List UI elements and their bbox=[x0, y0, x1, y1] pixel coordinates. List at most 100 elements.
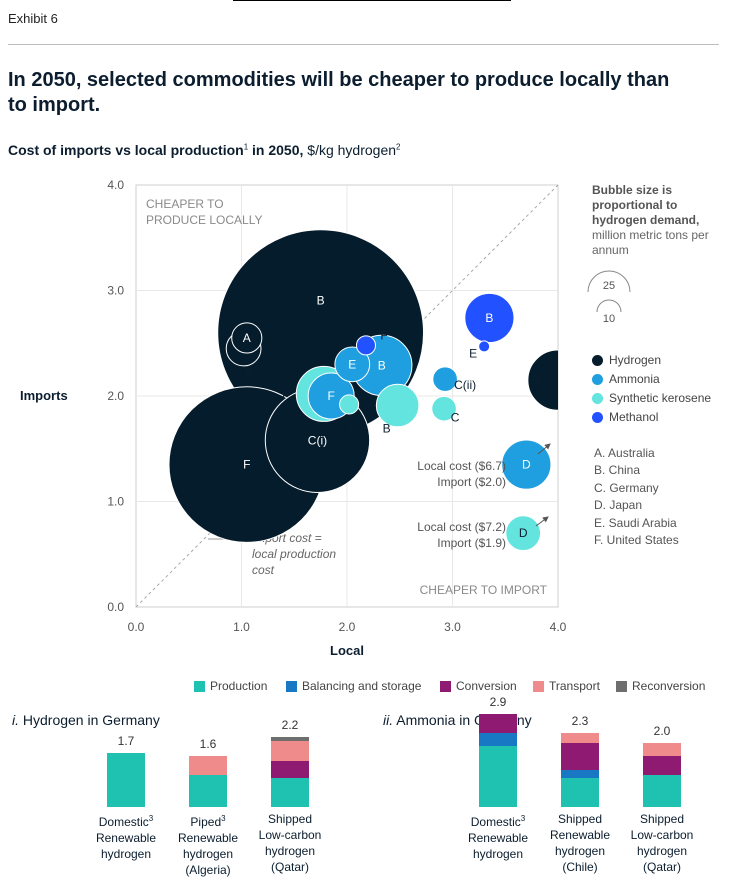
hydrogen-germany-bar-caption: Piped3 Renewable hydrogen (Algeria) bbox=[177, 814, 239, 877]
hydrogen-germany-bar-caption: Domestic3 Renewable hydrogen bbox=[95, 814, 157, 861]
ammonia-germany-bar-1-balancing-and-storage bbox=[561, 769, 599, 779]
ammonia-germany-bar-0-production bbox=[479, 745, 517, 807]
hydrogen-germany-bar-total: 1.7 bbox=[117, 733, 135, 748]
legend-label-ammonia: Ammonia bbox=[609, 372, 660, 386]
ammonia-germany-bar-0-conversion bbox=[479, 713, 517, 734]
legend-swatch-ammonia bbox=[592, 374, 603, 385]
x-tick-label: 1.0 bbox=[233, 620, 250, 634]
ammonia-germany-bar-total: 2.0 bbox=[653, 724, 671, 738]
point-label: B bbox=[383, 421, 391, 435]
y-tick-label: 4.0 bbox=[107, 178, 124, 192]
point-label: C bbox=[451, 411, 460, 425]
bubble-size-note: Bubble size is proportional to hydrogen … bbox=[592, 183, 732, 258]
y-tick-label: 1.0 bbox=[107, 495, 124, 509]
region-label-local: PRODUCE LOCALLY bbox=[146, 213, 262, 227]
point-label: E bbox=[469, 346, 477, 360]
subtitle-year: in 2050, bbox=[248, 142, 304, 158]
top-bar-line bbox=[233, 0, 511, 1]
hydrogen-germany-bar-total: 1.6 bbox=[199, 736, 217, 751]
legend-label-hydrogen: Hydrogen bbox=[609, 353, 662, 367]
hydrogen-germany-bar-caption: Shipped Low-carbon hydrogen (Qatar) bbox=[258, 812, 322, 874]
point-label: E bbox=[348, 357, 356, 371]
x-tick-label: 4.0 bbox=[550, 620, 567, 634]
region-label-import: CHEAPER TO IMPORT bbox=[420, 583, 548, 597]
cost-legend-label-reconversion: Reconversion bbox=[632, 679, 706, 693]
annotation-arrow bbox=[535, 516, 549, 527]
cost-legend-swatch-balancing-and-storage bbox=[286, 681, 297, 692]
legend-swatch-synthetic-kerosene bbox=[592, 393, 603, 404]
annotation-local-cost-ammonia: Local cost ($6.7) bbox=[417, 459, 506, 473]
ammonia-germany-bar-0-balancing-and-storage bbox=[479, 732, 517, 747]
point-label: E bbox=[246, 366, 254, 380]
size-ref-10-label: 10 bbox=[603, 313, 615, 325]
hydrogen-germany-bar-total: 2.2 bbox=[281, 717, 299, 732]
ammonia-germany-bar-caption: Domestic3 Renewable hydrogen bbox=[467, 814, 529, 861]
point-label: B bbox=[485, 311, 493, 325]
hydrogen-germany-bar-2-conversion bbox=[271, 759, 309, 779]
y-tick-label: 3.0 bbox=[107, 284, 124, 298]
annotation-import-cost-ammonia: Import ($2.0) bbox=[437, 475, 506, 489]
size-ref-25-label: 25 bbox=[603, 280, 615, 292]
hydrogen-title-text: Hydrogen in Germany bbox=[19, 712, 160, 728]
size-ref-10 bbox=[596, 299, 622, 313]
exhibit-label: Exhibit 6 bbox=[8, 11, 58, 26]
size-ref-25 bbox=[587, 270, 631, 293]
country-key-item: A. Australia bbox=[594, 446, 655, 460]
bubble-methanol-b bbox=[464, 292, 515, 344]
point-label: F bbox=[380, 328, 387, 342]
page-title: In 2050, selected commodities will be ch… bbox=[8, 69, 670, 116]
point-label: F bbox=[243, 458, 250, 472]
legend-swatch-hydrogen bbox=[592, 355, 603, 366]
bubble-synthetic-kerosene-c bbox=[431, 395, 457, 422]
annotation-arrow bbox=[537, 443, 551, 455]
legend-label-synthetic-kerosene: Synthetic kerosene bbox=[609, 391, 712, 405]
bubble-methanol-e bbox=[478, 340, 491, 353]
bubble-synthetic-kerosene-a bbox=[339, 394, 360, 415]
header-rule bbox=[8, 44, 719, 45]
diagonal-label: local production bbox=[252, 547, 336, 561]
bubble-synthetic-kerosene-d bbox=[505, 515, 542, 552]
ammonia-germany-bar-2-transport bbox=[643, 742, 681, 756]
ammonia-germany-bar-total: 2.9 bbox=[489, 695, 507, 710]
cost-legend-label-transport: Transport bbox=[549, 679, 600, 693]
chart-subtitle: Cost of imports vs local production1 in … bbox=[8, 142, 400, 158]
annotation-import-cost-kerosene: Import ($1.9) bbox=[437, 536, 506, 550]
bubble-ammonia-e bbox=[334, 346, 371, 383]
point-label: B bbox=[317, 294, 325, 308]
point-label: A bbox=[347, 423, 355, 437]
subtitle-unit: $/kg hydrogen bbox=[303, 142, 397, 158]
point-label: F bbox=[328, 389, 335, 403]
hydrogen-germany-bar-2-reconversion bbox=[271, 735, 309, 742]
point-label: A bbox=[243, 331, 251, 345]
legend-label-methanol: Methanol bbox=[609, 410, 659, 424]
point-label: D bbox=[522, 458, 531, 472]
x-tick-label: 2.0 bbox=[339, 620, 356, 634]
point-label: C(i) bbox=[308, 433, 327, 447]
hydrogen-title-prefix: i. bbox=[12, 712, 19, 728]
ammonia-germany-bar-caption: Shipped Renewable hydrogen (Chile) bbox=[549, 812, 611, 874]
y-tick-label: 0.0 bbox=[107, 600, 124, 614]
diagonal-label: cost bbox=[252, 563, 275, 577]
annotation-local-cost-kerosene: Local cost ($7.2) bbox=[417, 520, 506, 534]
cost-legend-label-balancing-and-storage: Balancing and storage bbox=[302, 679, 422, 693]
ammonia-germany-bar-caption: Shipped Low-carbon hydrogen (Qatar) bbox=[630, 812, 694, 874]
bubble-hydrogen-a bbox=[231, 322, 263, 354]
ammonia-germany-bar-1-transport bbox=[561, 732, 599, 743]
hydrogen-germany-bar-1-transport bbox=[189, 754, 227, 775]
bubble-ammonia-d bbox=[501, 439, 552, 490]
subtitle-footnote-2: 2 bbox=[396, 142, 401, 152]
point-label: B bbox=[378, 358, 386, 372]
cost-legend-label-production: Production bbox=[210, 679, 268, 693]
bubble-ammonia-cii bbox=[432, 366, 458, 392]
country-key-item: B. China bbox=[594, 463, 641, 478]
point-label: D bbox=[519, 526, 528, 540]
bubble-methanol-f bbox=[355, 335, 377, 356]
y-tick-label: 2.0 bbox=[107, 389, 124, 403]
bubble-hydrogen-d bbox=[527, 349, 558, 411]
bubble-size-note-bold: Bubble size is proportional to hydrogen … bbox=[592, 183, 700, 227]
hydrogen-germany-bar-2-transport bbox=[271, 740, 309, 761]
ammonia-germany-bar-1-production bbox=[561, 777, 599, 807]
cost-legend-swatch-conversion bbox=[440, 681, 451, 692]
cost-legend-swatch-production bbox=[194, 681, 205, 692]
ammonia-germany-bar-2-production bbox=[643, 774, 681, 807]
